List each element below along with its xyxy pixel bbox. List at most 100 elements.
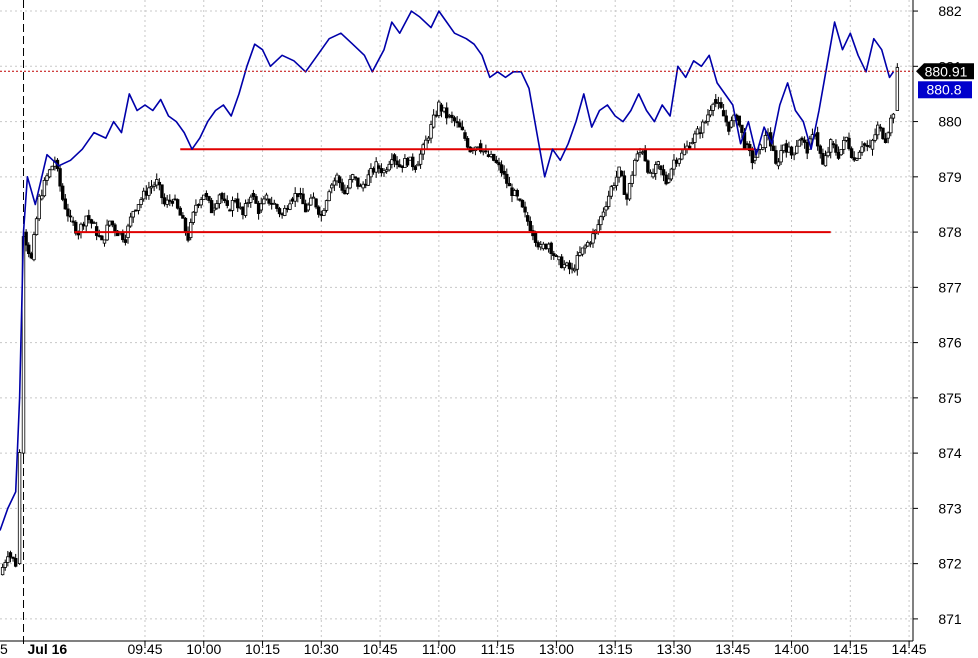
candle-body — [392, 154, 397, 162]
candle-body — [429, 124, 433, 139]
candle-body — [251, 193, 256, 197]
candle — [729, 116, 734, 129]
candle-body — [669, 168, 674, 180]
candle-body — [486, 154, 491, 157]
candle — [136, 204, 141, 215]
candle-body — [76, 232, 81, 236]
candle — [842, 136, 846, 155]
candle-body — [876, 124, 880, 136]
candle — [157, 178, 162, 191]
x-tick-label: 11:15 — [481, 641, 515, 657]
candle-body — [259, 203, 263, 211]
candle-body — [353, 176, 357, 179]
candle-body — [895, 67, 900, 111]
candle-body — [627, 183, 632, 200]
candle — [358, 183, 363, 188]
candle — [690, 137, 694, 145]
candle-body — [842, 140, 846, 150]
candle-body — [13, 557, 18, 567]
candle — [818, 144, 822, 159]
candle-body — [638, 152, 642, 155]
candle-body — [439, 104, 444, 112]
candle-body — [157, 181, 162, 186]
candle — [745, 141, 749, 150]
horizontal-level-lines — [74, 148, 831, 234]
x-tick-label: 09:45 — [127, 641, 162, 657]
candle — [761, 147, 765, 151]
candle-body — [463, 132, 467, 139]
candle-body — [680, 152, 684, 160]
candle-body — [565, 262, 569, 266]
candle — [541, 241, 546, 251]
candle — [371, 166, 376, 175]
candle-body — [434, 114, 438, 117]
candle-body — [230, 199, 235, 211]
candle — [17, 449, 22, 565]
candle-body — [849, 148, 854, 159]
candle — [593, 229, 598, 240]
candle-body — [687, 145, 692, 149]
candle-body — [708, 110, 713, 116]
candle — [779, 144, 783, 166]
candle-body — [599, 216, 603, 226]
candle — [384, 166, 389, 174]
candle — [408, 156, 412, 161]
candle-body — [596, 224, 600, 233]
candle-body — [377, 165, 381, 169]
candle-body — [716, 102, 721, 104]
candle-body — [580, 247, 585, 255]
candle — [335, 172, 339, 186]
candlestick-series — [0, 63, 900, 576]
candle — [614, 170, 619, 191]
candle-body — [165, 199, 169, 205]
candle-body — [562, 264, 566, 269]
candle — [374, 157, 378, 178]
y-tick-label: 880 — [938, 114, 962, 130]
blue-line-series — [0, 10, 895, 531]
candle-body — [222, 198, 227, 202]
candle — [844, 136, 849, 143]
candle-body — [656, 161, 661, 166]
candle-body — [821, 153, 825, 165]
candle-body — [131, 210, 135, 218]
candle-body — [147, 187, 151, 196]
candle-body — [792, 152, 796, 156]
candle — [269, 196, 274, 210]
candle-body — [797, 139, 802, 147]
candle — [706, 109, 710, 126]
candle-body — [546, 243, 551, 250]
candle-body — [533, 231, 538, 243]
candle — [429, 120, 433, 144]
candle — [162, 193, 167, 207]
candle — [836, 146, 841, 160]
candle — [431, 109, 436, 129]
candle — [450, 111, 454, 124]
candle-body — [502, 170, 506, 175]
candle-body — [152, 184, 156, 187]
candle-body — [860, 146, 864, 153]
candle-body — [549, 242, 553, 255]
candle — [170, 198, 175, 207]
candle-body — [570, 267, 574, 270]
candle-body — [787, 146, 791, 153]
candle-body — [228, 209, 232, 212]
candle-body — [805, 142, 809, 154]
candle — [343, 184, 347, 195]
candle — [721, 103, 726, 117]
candle — [272, 199, 276, 205]
candle-body — [823, 155, 828, 167]
candle — [405, 157, 410, 167]
candle — [826, 146, 830, 158]
candle — [868, 139, 872, 149]
candle-body — [390, 159, 394, 165]
candle — [45, 173, 49, 186]
candle-body — [369, 168, 373, 178]
candle — [876, 121, 880, 140]
candle — [400, 165, 404, 173]
candle — [437, 99, 441, 119]
candle-body — [364, 183, 368, 186]
candle — [497, 157, 501, 171]
candle — [711, 102, 715, 117]
candle-body — [256, 202, 261, 214]
candle — [243, 199, 248, 218]
